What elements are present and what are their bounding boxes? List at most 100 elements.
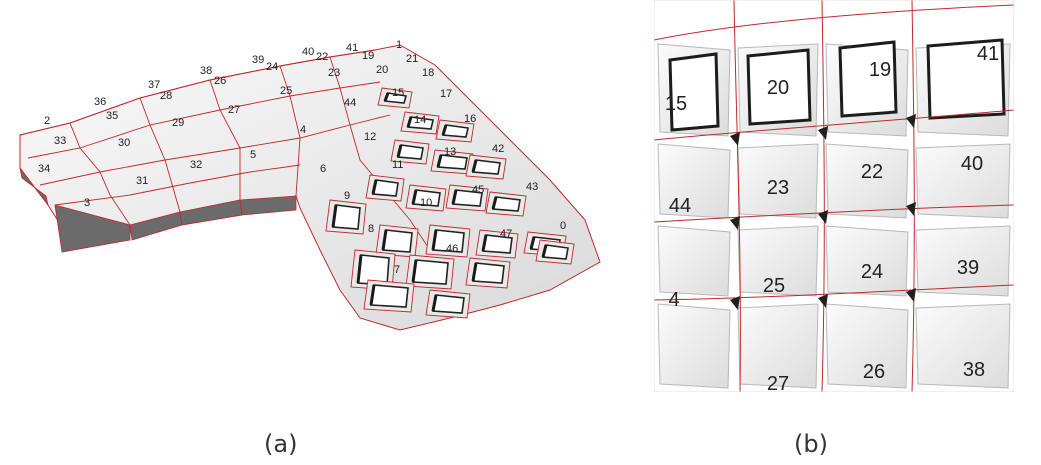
closeup-shadow-wedge [730, 216, 740, 230]
panel-b-labels: 15 20 19 41 44 23 22 40 4 25 24 39 27 26 38 [665, 43, 999, 392]
frame-opening [472, 262, 505, 284]
frame-opening [491, 196, 521, 212]
frame-shadow [411, 259, 418, 283]
tile-label-a: 14 [414, 114, 426, 126]
frame-opening [432, 294, 465, 314]
closeup-shadow-wedge [906, 114, 916, 128]
frame-shadow [529, 236, 536, 250]
tile-label-a: 24 [266, 61, 278, 73]
tile-label-a: 43 [526, 181, 538, 193]
frame-shadow [471, 159, 478, 173]
tile-label-b: 22 [861, 161, 883, 183]
frame-shadow [436, 154, 443, 168]
tile-label-a: 47 [500, 228, 512, 240]
panel-a-labels: 0123456789101112131415161718192021222324… [38, 39, 566, 276]
frame-shadow [396, 144, 403, 158]
frame-opening [382, 229, 413, 253]
closeup-shadow-wedge [818, 126, 828, 140]
frame-shadow [331, 204, 338, 228]
closeup-grid-line [654, 284, 1014, 301]
panel-a-overview-mesh: 0 1 2 3 4 5 6 7 8 9 10 11 12 13 14 15 16 17 18 19 20 21 22 23 24… [19, 39, 601, 331]
closeup-tile [915, 303, 1011, 389]
frame-shadow [491, 196, 498, 210]
caption-a: (a) [264, 430, 298, 458]
tile-label-a: 8 [368, 223, 374, 235]
closeup-tile [737, 143, 819, 219]
tile-label-a: 45 [472, 184, 484, 196]
tile-label-a: 39 [252, 54, 264, 66]
closeup-tile [915, 143, 1011, 219]
tile-label-a: 4 [300, 124, 306, 136]
closeup-tile [657, 303, 731, 389]
closeup-shadow-wedge [730, 296, 740, 310]
frame-shadow [383, 92, 390, 102]
tile-label-a: 5 [250, 149, 256, 161]
grid-line [69, 122, 131, 226]
tile-label-a: 38 [200, 65, 212, 77]
panel-b-svg: 15 20 19 41 44 23 22 40 4 25 24 39 27 26 38 [654, 0, 1014, 392]
tile-label-b: 40 [961, 153, 983, 175]
tile-label-b: 24 [861, 261, 883, 283]
frame-opening [332, 204, 361, 230]
closeup-shadow-wedge [730, 132, 740, 146]
sheet-skirt [19, 167, 49, 206]
tile-label-b: 26 [863, 361, 885, 383]
grid-line [209, 79, 241, 200]
tile-label-b: 44 [669, 195, 691, 217]
tile-label-a: 9 [344, 190, 350, 202]
tile-label-b: 19 [869, 59, 891, 81]
grid-line [279, 65, 301, 197]
tile-label-a: 32 [190, 159, 202, 171]
closeup-grid-line [821, 0, 825, 392]
tile-label-a: 27 [228, 104, 240, 116]
frame-opening [471, 159, 501, 175]
tile-label-b: 20 [767, 77, 789, 99]
tile-label-a: 18 [422, 67, 434, 79]
tile-label-a: 11 [392, 159, 403, 171]
closeup-grid-line [733, 0, 741, 392]
panel-a-svg: 0123456789101112131415161718192021222324… [19, 39, 601, 331]
closeup-shadow-wedge [818, 210, 828, 224]
frame-shadow [381, 229, 388, 251]
frame-shadow [356, 254, 363, 284]
grid-line [329, 56, 431, 251]
closeup-tile [657, 225, 731, 297]
tile-label-a: 22 [316, 51, 328, 63]
tile-label-b: 23 [767, 177, 789, 199]
tile-label-a: 15 [392, 87, 404, 99]
closeup-tile [915, 225, 1011, 297]
tile-label-a: 3 [84, 197, 90, 209]
tile-label-b: 39 [957, 257, 979, 279]
tile-label-a: 29 [172, 117, 184, 129]
tile-label-a: 25 [280, 85, 292, 97]
frame-shadow [441, 124, 448, 136]
closeup-frame-opening [668, 52, 720, 132]
tile-label-a: 13 [444, 146, 456, 158]
tile-label-a: 20 [376, 64, 388, 76]
sheet-skirt [54, 204, 131, 253]
closeup-tile [825, 143, 909, 219]
tile-label-b: 25 [763, 275, 785, 297]
frame-shadow [369, 284, 376, 306]
closeup-grid-line [654, 4, 1014, 41]
panel-b-surface [654, 0, 1014, 392]
tile-label-a: 10 [420, 197, 432, 209]
tile-label-a: 42 [492, 143, 504, 155]
tile-label-b: 38 [963, 359, 985, 381]
tile-label-a: 31 [136, 175, 148, 187]
tile-label-a: 7 [394, 264, 400, 276]
tile-label-b: 41 [977, 43, 999, 65]
closeup-grid-line [911, 0, 915, 392]
closeup-shadow-wedge [906, 202, 916, 216]
tile-label-a: 28 [160, 90, 172, 102]
caption-b: (b) [794, 430, 828, 458]
frame-shadow [481, 234, 488, 252]
frame-shadow [371, 179, 378, 195]
frame-shadow [451, 189, 458, 205]
frame-opening [412, 259, 449, 285]
closeup-shadow-wedge [906, 288, 916, 302]
closeup-shadow-wedge [818, 294, 828, 308]
tile-label-a: 17 [440, 88, 452, 100]
tile-label-b: 4 [668, 289, 679, 311]
frame-shadow [541, 244, 548, 258]
